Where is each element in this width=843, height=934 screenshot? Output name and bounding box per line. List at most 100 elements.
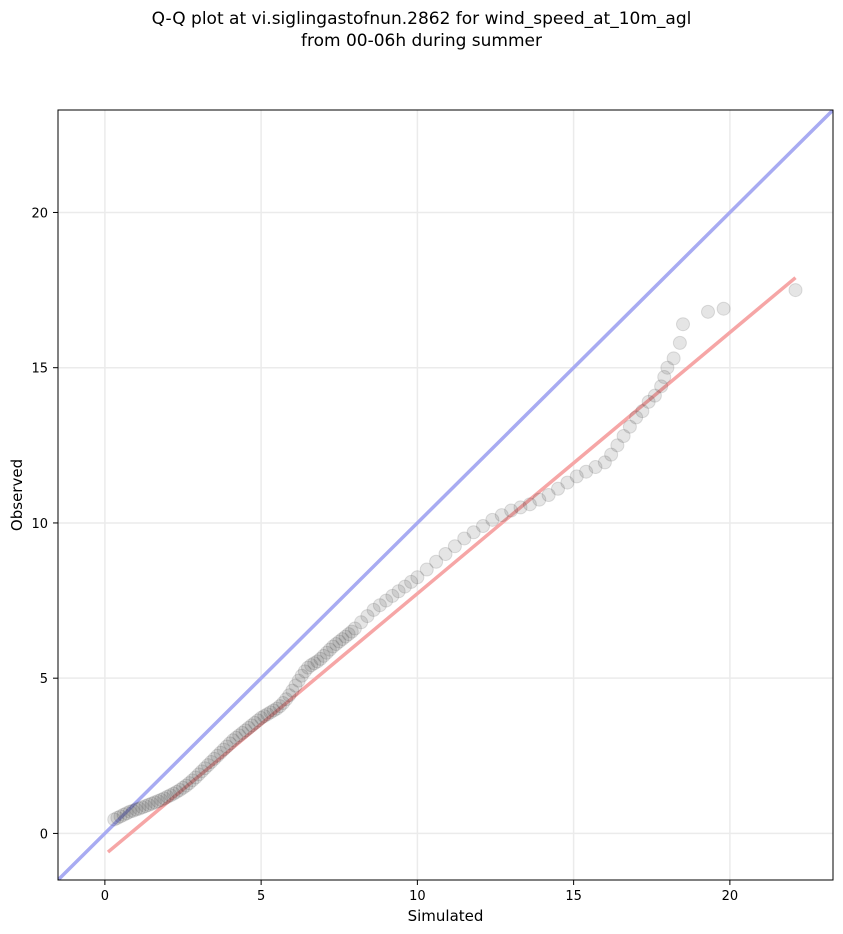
data-point bbox=[182, 776, 197, 791]
data-point bbox=[272, 699, 287, 714]
y-tick-label: 10 bbox=[31, 517, 48, 532]
data-point bbox=[579, 464, 594, 479]
data-point bbox=[338, 629, 353, 644]
data-point bbox=[132, 801, 147, 816]
data-point bbox=[113, 809, 128, 824]
y-tick-label: 0 bbox=[40, 827, 48, 842]
data-point bbox=[144, 796, 159, 811]
data-point bbox=[213, 745, 228, 760]
data-point bbox=[307, 656, 322, 671]
data-point bbox=[226, 733, 240, 748]
data-point bbox=[429, 554, 444, 569]
data-point bbox=[347, 621, 362, 636]
data-point bbox=[251, 713, 265, 728]
data-point bbox=[188, 770, 203, 785]
data-point bbox=[504, 503, 519, 518]
data-point bbox=[641, 394, 656, 409]
data-point bbox=[410, 570, 425, 585]
data-point bbox=[597, 455, 612, 470]
data-point bbox=[219, 739, 234, 754]
data-point bbox=[447, 539, 462, 554]
chart-title: Q-Q plot at vi.siglingastofnun.2862 for … bbox=[0, 8, 843, 52]
data-point bbox=[385, 588, 400, 603]
data-point bbox=[560, 475, 575, 490]
data-point bbox=[485, 512, 500, 527]
identity-line bbox=[58, 110, 833, 880]
scatter-points bbox=[107, 283, 803, 827]
data-point bbox=[254, 710, 269, 725]
data-point bbox=[379, 593, 394, 608]
data-point bbox=[263, 705, 278, 720]
reference-lines bbox=[58, 110, 833, 880]
data-point bbox=[141, 797, 156, 812]
data-point bbox=[588, 460, 603, 475]
data-point bbox=[232, 728, 247, 743]
data-point bbox=[135, 800, 150, 815]
data-point bbox=[494, 508, 509, 523]
data-point bbox=[404, 574, 419, 589]
data-point bbox=[116, 807, 131, 822]
data-point bbox=[622, 419, 637, 434]
data-point bbox=[166, 786, 181, 801]
data-point bbox=[635, 404, 650, 419]
data-point bbox=[297, 664, 312, 679]
data-point bbox=[397, 579, 412, 594]
data-point bbox=[569, 469, 584, 484]
x-axis-label: Simulated bbox=[408, 907, 484, 925]
data-point bbox=[172, 782, 187, 797]
x-tick-label: 5 bbox=[257, 889, 265, 904]
y-tick-label: 15 bbox=[31, 362, 48, 377]
data-point bbox=[204, 755, 219, 770]
x-tick-label: 0 bbox=[101, 889, 109, 904]
data-point bbox=[169, 784, 184, 799]
data-point bbox=[201, 758, 215, 773]
data-point bbox=[604, 447, 619, 462]
data-point bbox=[122, 804, 137, 819]
data-point bbox=[551, 481, 565, 496]
data-point bbox=[291, 673, 306, 688]
data-point bbox=[282, 688, 297, 703]
data-point bbox=[107, 812, 122, 827]
data-point bbox=[335, 632, 350, 647]
data-point bbox=[238, 723, 253, 738]
data-point bbox=[260, 707, 275, 722]
data-point bbox=[126, 803, 140, 818]
data-point bbox=[276, 696, 290, 711]
x-tick-label: 10 bbox=[409, 889, 426, 904]
data-point bbox=[344, 624, 359, 639]
data-point bbox=[654, 379, 669, 394]
y-tick-label: 20 bbox=[31, 206, 48, 221]
data-point bbox=[157, 791, 172, 806]
data-point bbox=[266, 703, 281, 718]
data-point bbox=[457, 531, 472, 546]
data-point bbox=[247, 715, 262, 730]
data-point bbox=[616, 429, 631, 444]
data-point bbox=[154, 792, 169, 807]
data-point bbox=[279, 692, 294, 707]
data-point bbox=[788, 283, 803, 298]
data-point bbox=[319, 645, 334, 660]
data-point bbox=[610, 438, 625, 453]
x-tick-label: 15 bbox=[565, 889, 582, 904]
data-point bbox=[313, 651, 328, 666]
data-point bbox=[176, 780, 190, 795]
y-axis-label: Observed bbox=[8, 459, 26, 531]
chart-title-line-2: from 00-06h during summer bbox=[301, 31, 542, 51]
data-point bbox=[147, 795, 162, 810]
data-point bbox=[522, 497, 537, 512]
data-point bbox=[294, 668, 309, 683]
plot-frame bbox=[57, 109, 834, 881]
data-point bbox=[110, 810, 125, 825]
data-point bbox=[244, 718, 259, 733]
data-point bbox=[322, 642, 337, 657]
data-point bbox=[513, 500, 528, 515]
data-point bbox=[629, 410, 644, 425]
data-point bbox=[210, 748, 225, 763]
data-point bbox=[666, 351, 681, 366]
data-point bbox=[657, 370, 672, 385]
data-point bbox=[360, 609, 375, 624]
axis-ticks: 0 5 10 15 20 0 5 10 15 20 bbox=[31, 206, 738, 904]
data-point bbox=[532, 492, 547, 507]
y-tick-label: 5 bbox=[40, 672, 48, 687]
